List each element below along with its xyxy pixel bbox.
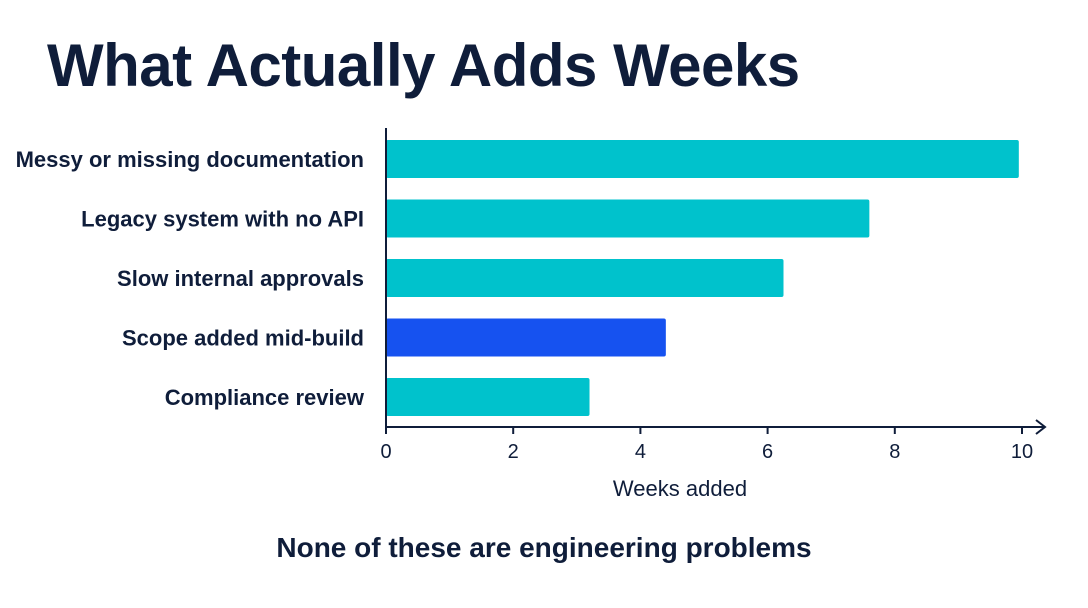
category-label-1: Legacy system with no API [81, 207, 364, 232]
category-label-4: Compliance review [165, 385, 365, 410]
x-axis-label: Weeks added [613, 476, 747, 501]
category-label-3: Scope added mid-build [122, 326, 364, 351]
bar-0 [386, 140, 1019, 178]
x-tick-label-0: 0 [380, 441, 391, 463]
x-tick-label-5: 10 [1011, 441, 1033, 463]
weeks-added-bar-chart: Messy or missing documentation Legacy sys… [16, 128, 1047, 501]
footnote-text: None of these are engineering problems [276, 532, 812, 563]
category-label-0: Messy or missing documentation [16, 147, 364, 172]
page-title: What Actually Adds Weeks [47, 32, 800, 99]
category-label-2: Slow internal approvals [117, 266, 364, 291]
x-tick-label-2: 4 [635, 441, 646, 463]
x-tick-label-3: 6 [762, 441, 773, 463]
x-tick-label-4: 8 [889, 441, 900, 463]
category-labels-group: Messy or missing documentation Legacy sys… [16, 147, 365, 410]
x-axis-arrowhead [1035, 419, 1047, 435]
bars-group [386, 140, 1019, 416]
x-ticks-group: 0 2 4 6 8 10 [380, 427, 1033, 463]
bar-2 [386, 259, 784, 297]
x-tick-label-1: 2 [508, 441, 519, 463]
bar-4 [386, 378, 590, 416]
bar-3 [386, 318, 666, 357]
bar-1 [386, 199, 870, 238]
